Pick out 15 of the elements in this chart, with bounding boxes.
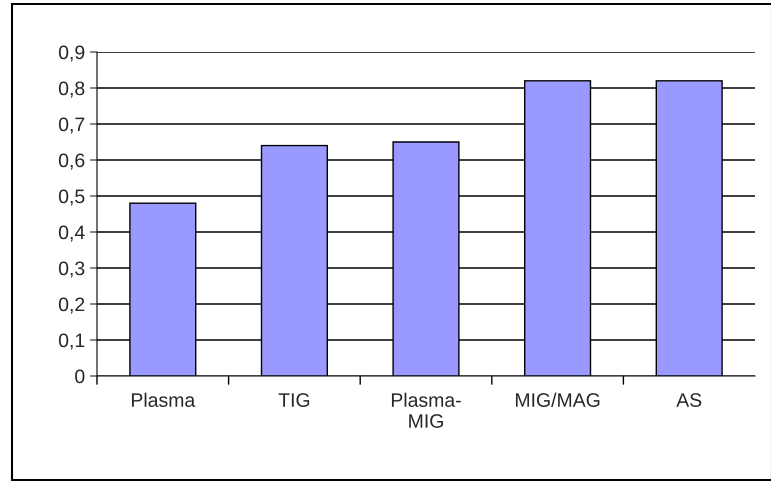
y-tick-label: 0,9 — [58, 45, 84, 62]
x-tick-label: AS — [676, 393, 702, 407]
y-tick-label: 0,5 — [58, 189, 84, 206]
y-tick-label: 0,2 — [58, 297, 84, 314]
y-tick-label: 0,4 — [58, 225, 85, 242]
y-tick-label: 0,6 — [58, 153, 84, 170]
x-tick-label: MIG/MAG — [516, 392, 600, 407]
x-tick-label: Plasma — [132, 392, 196, 407]
y-tick-label: 0,8 — [58, 81, 84, 98]
y-tick-label: 0,7 — [58, 117, 84, 134]
y-tick-label: 0,3 — [58, 261, 84, 278]
y-tick-label: 0,1 — [58, 333, 84, 350]
x-tick-label: TIG — [278, 393, 310, 407]
x-tick-label: Plasma- MIG — [392, 392, 461, 428]
y-tick-label: 0 — [75, 369, 84, 384]
